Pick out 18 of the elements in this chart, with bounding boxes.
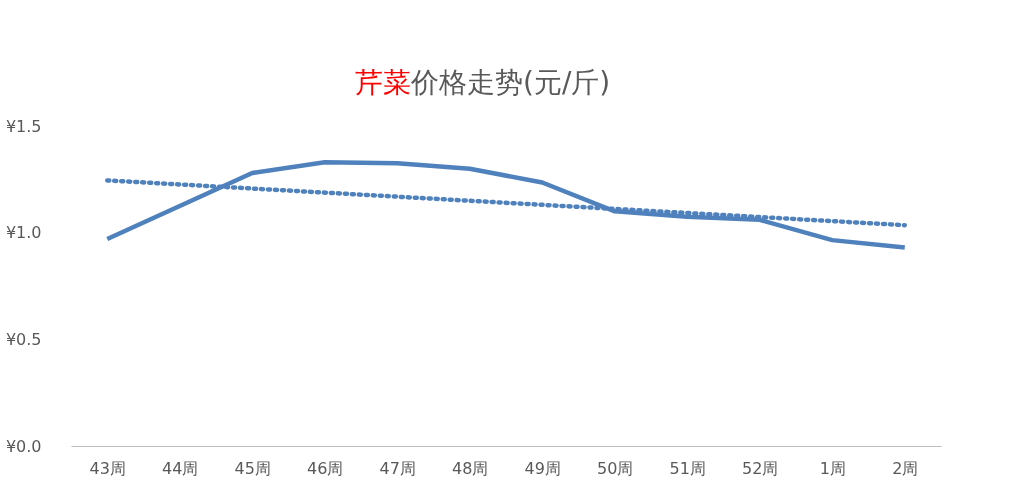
y-tick-label: ¥1.5 [5,116,42,136]
x-tick-label: 47周 [379,458,416,478]
x-tick-label: 46周 [307,458,344,478]
line-series [105,160,907,250]
x-tick-label: 48周 [452,458,489,478]
y-tick-label: ¥1.0 [5,223,42,243]
x-tick-label: 2周 [892,458,919,478]
x-tick-label: 52周 [742,458,779,478]
x-tick-label: 1周 [819,458,846,478]
x-tick-label: 43周 [89,458,126,478]
x-tick-label: 49周 [524,458,561,478]
x-tick-label: 44周 [162,458,199,478]
y-tick-label: ¥0.0 [5,436,42,456]
x-tick-label: 50周 [597,458,634,478]
x-tick-label: 51周 [669,458,706,478]
y-tick-label: ¥0.5 [5,329,42,349]
x-tick-label: 45周 [234,458,271,478]
chart-title: 芹菜价格走势(元/斤) [355,66,611,99]
